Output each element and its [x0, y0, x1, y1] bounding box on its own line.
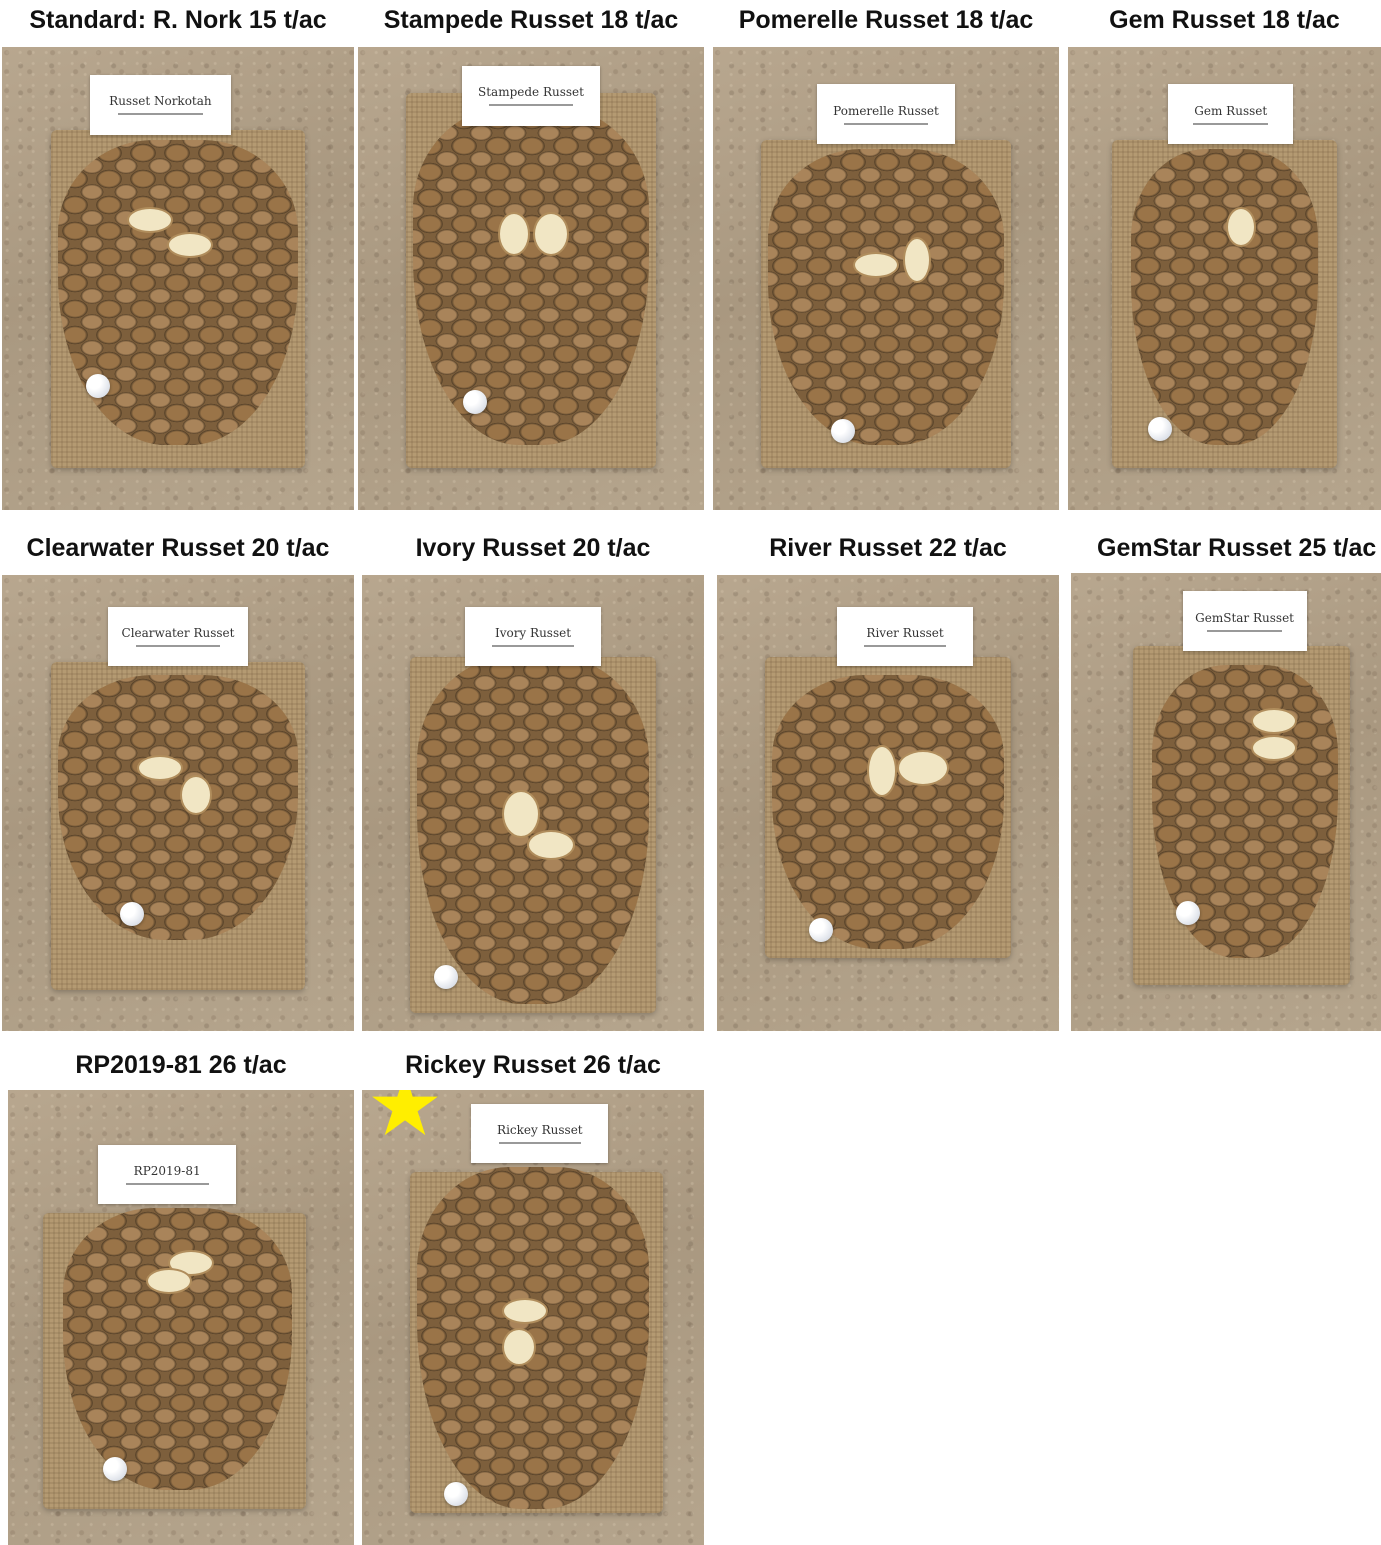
cut-tuber [146, 1268, 192, 1294]
sign-title: Pomerelle Russet [833, 103, 939, 118]
panel-caption: RP2019-81 26 t/ac [75, 1050, 287, 1079]
potato-pile [58, 675, 298, 940]
cut-tuber [867, 745, 897, 797]
cut-tuber [903, 237, 931, 283]
cut-tuber [498, 212, 530, 256]
cut-tuber [853, 252, 899, 278]
potato-pile [1130, 148, 1319, 446]
panel-gem-russet: Gem Russet 18 t/ac Gem Russet [1068, 0, 1381, 510]
panel-ivory-russet: Ivory Russet 20 t/ac Ivory Russet [362, 528, 704, 1031]
variety-sign: Rickey Russet [471, 1103, 609, 1163]
cut-tuber [897, 750, 949, 786]
panel-caption: GemStar Russet 25 t/ac [1097, 533, 1377, 562]
golf-ball [1176, 901, 1200, 925]
cut-tuber [502, 790, 540, 838]
panel-russet-norkotah: Standard: R. Nork 15 t/ac Russet Norkota… [2, 0, 354, 510]
potato-photo: GemStar Russet [1071, 573, 1381, 1031]
golf-ball [444, 1482, 468, 1506]
variety-sign: Pomerelle Russet [816, 84, 956, 145]
cut-tuber [180, 775, 212, 815]
star-icon [372, 1090, 438, 1136]
panel-caption: Clearwater Russet 20 t/ac [26, 533, 330, 562]
panel-gemstar-russet: GemStar Russet 25 t/ac GemStar Russet [1071, 528, 1381, 1031]
panel-rp2019-81: RP2019-81 26 t/ac RP2019-81 [8, 1045, 354, 1545]
sign-title: RP2019-81 [133, 1163, 201, 1178]
cut-tuber [1226, 207, 1256, 247]
cut-tuber [1251, 735, 1297, 761]
sign-title: Ivory Russet [494, 626, 572, 641]
potato-pile [771, 675, 1005, 949]
variety-sign: River Russet [836, 606, 974, 667]
cut-tuber [502, 1328, 536, 1366]
panel-caption: Pomerelle Russet 18 t/ac [738, 5, 1034, 34]
potato-photo: Rickey Russet [362, 1090, 704, 1545]
potato-photo: River Russet [717, 575, 1059, 1031]
sign-title: Rickey Russet [497, 1122, 583, 1137]
panel-caption: Rickey Russet 26 t/ac [405, 1050, 661, 1079]
potato-pile [416, 657, 650, 1004]
cut-tuber [533, 212, 569, 256]
panel-rickey-russet: Rickey Russet 26 t/ac Rickey Russet [362, 1045, 704, 1545]
variety-sign: RP2019-81 [97, 1144, 237, 1204]
golf-ball [831, 419, 855, 443]
cut-tuber [1251, 708, 1297, 734]
golf-ball [1148, 417, 1172, 441]
cut-tuber [527, 830, 575, 860]
variety-sign: Clearwater Russet [107, 606, 249, 667]
potato-photo: Ivory Russet [362, 575, 704, 1031]
potato-photo: Clearwater Russet [2, 575, 354, 1031]
sign-title: Stampede Russet [478, 85, 584, 100]
panel-clearwater-russet: Clearwater Russet 20 t/ac Clearwater Rus… [2, 528, 354, 1031]
variety-sign: Gem Russet [1168, 84, 1294, 145]
variety-sign: Russet Norkotah [90, 74, 231, 135]
potato-pile [1151, 664, 1338, 958]
panel-stampede-russet: Stampede Russet 18 t/ac Stampede Russet [358, 0, 704, 510]
panel-caption: River Russet 22 t/ac [769, 533, 1007, 562]
potato-photo: Stampede Russet [358, 47, 704, 510]
potato-photo: Pomerelle Russet [713, 47, 1059, 510]
sign-title: Russet Norkotah [109, 94, 212, 109]
potato-pile [63, 1208, 292, 1491]
potato-photo: RP2019-81 [8, 1090, 354, 1545]
panel-caption: Standard: R. Nork 15 t/ac [29, 5, 327, 34]
potato-pile [413, 107, 649, 446]
variety-sign: Stampede Russet [461, 65, 601, 126]
cut-tuber [167, 232, 213, 258]
sign-title: GemStar Russet [1195, 610, 1294, 625]
golf-ball [463, 390, 487, 414]
golf-ball [120, 902, 144, 926]
potato-pile [768, 148, 1004, 446]
panel-pomerelle-russet: Pomerelle Russet 18 t/ac Pomerelle Russe… [713, 0, 1059, 510]
golf-ball [86, 374, 110, 398]
panel-caption: Gem Russet 18 t/ac [1109, 5, 1340, 34]
panel-caption: Ivory Russet 20 t/ac [415, 533, 651, 562]
sign-title: Gem Russet [1194, 103, 1268, 118]
variety-sign: Ivory Russet [464, 606, 602, 667]
cut-tuber [127, 207, 173, 233]
cut-tuber [502, 1298, 548, 1324]
panel-caption: Stampede Russet 18 t/ac [383, 5, 679, 34]
golf-ball [809, 918, 833, 942]
golf-ball [103, 1457, 127, 1481]
sign-title: Clearwater Russet [121, 626, 235, 641]
cut-tuber [137, 755, 183, 781]
panel-river-russet: River Russet 22 t/ac River Russet [717, 528, 1059, 1031]
sign-title: River Russet [866, 626, 944, 641]
potato-photo: Russet Norkotah [2, 47, 354, 510]
potato-pile [58, 139, 298, 446]
variety-sign: GemStar Russet [1182, 591, 1307, 651]
golf-ball [434, 965, 458, 989]
potato-photo: Gem Russet [1068, 47, 1381, 510]
